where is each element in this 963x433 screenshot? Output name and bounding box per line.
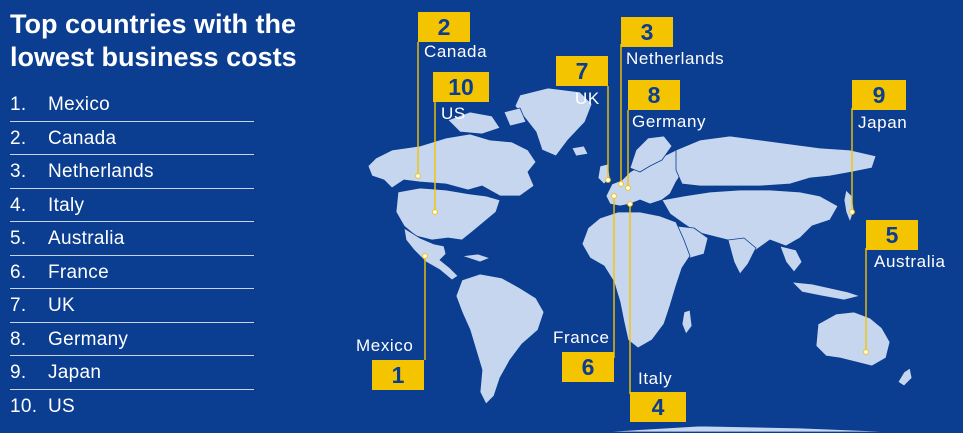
asia-landmass [661, 189, 839, 263]
dot-australia [863, 349, 869, 355]
label-france: France [553, 328, 610, 347]
rank-number: 2. [10, 127, 27, 149]
leader-lines [417, 42, 867, 394]
rank-country: Mexico [48, 94, 110, 116]
caribbean-landmass [461, 253, 491, 263]
badge-france: 6 [562, 352, 614, 382]
label-uk: UK [575, 89, 600, 108]
list-item: 10. US [10, 390, 254, 424]
dot-japan [849, 209, 855, 215]
list-item: 2. Canada [10, 122, 254, 155]
list-item: 4. Italy [10, 189, 254, 222]
australia-landmass [815, 311, 891, 367]
new-zealand-landmass [897, 367, 913, 387]
madagascar-landmass [681, 309, 693, 335]
arctic-island-2-landmass [503, 107, 527, 127]
rank-number: 5. [10, 228, 27, 250]
rank-country: Italy [48, 194, 85, 216]
rank-country: Japan [48, 362, 102, 384]
ranking-list: 1. Mexico 2. Canada 3. Netherlands 4. Italy … [10, 88, 254, 423]
label-us: US [441, 104, 466, 123]
rank-number: 7. [10, 295, 27, 317]
rank-country: France [48, 261, 109, 283]
list-item: 9. Japan [10, 356, 254, 390]
badge-us: 10 [433, 72, 489, 102]
rank-number: 8. [10, 328, 27, 350]
africa-landmass [581, 211, 691, 349]
badge-canada: 2 [418, 12, 470, 42]
antarctica-landmass [599, 425, 901, 433]
rank-number: 6. [10, 261, 27, 283]
iceland-landmass [571, 145, 589, 157]
dot-france [611, 193, 617, 199]
badge-japan: 9 [852, 80, 906, 110]
india-landmass [727, 237, 757, 275]
page-title: Top countries with the lowest business c… [10, 8, 340, 74]
mexico-landmass [403, 227, 459, 281]
dot-netherlands [618, 181, 624, 187]
list-item: 1. Mexico [10, 88, 254, 122]
dot-mexico [422, 253, 428, 259]
canada-landmass [367, 133, 537, 197]
list-item: 7. UK [10, 289, 254, 323]
list-item: 3. Netherlands [10, 155, 254, 189]
title-line-1: Top countries with the [10, 9, 296, 39]
indonesia-landmass [791, 281, 861, 301]
arctic-islands-landmass [447, 111, 501, 135]
list-item: 8. Germany [10, 323, 254, 356]
badge-australia: 5 [866, 220, 918, 250]
south-america-landmass [455, 273, 545, 405]
rank-number: 4. [10, 194, 27, 216]
dot-us [432, 209, 438, 215]
rank-country: Netherlands [48, 161, 154, 183]
label-germany: Germany [632, 112, 707, 131]
dot-uk [605, 177, 611, 183]
label-netherlands: Netherlands [626, 49, 725, 68]
badge-uk: 7 [556, 56, 608, 86]
rank-country: Germany [48, 328, 129, 350]
list-item: 6. France [10, 256, 254, 289]
dot-italy [627, 201, 633, 207]
label-japan: Japan [858, 113, 908, 132]
scandinavia-landmass [629, 135, 673, 173]
rank-country: Australia [48, 228, 125, 250]
rank-country: Canada [48, 127, 117, 149]
rank-country: UK [48, 295, 75, 317]
label-australia: Australia [874, 252, 946, 271]
badge-italy: 4 [630, 392, 686, 422]
usa-landmass [395, 187, 501, 241]
label-mexico: Mexico [356, 336, 414, 355]
badge-mexico: 1 [372, 360, 424, 390]
label-italy: Italy [638, 369, 673, 388]
rank-number: 3. [10, 161, 27, 183]
southeast-asia-landmass [779, 245, 803, 273]
rank-country: US [48, 396, 75, 418]
badge-netherlands: 3 [621, 17, 673, 47]
list-item: 5. Australia [10, 222, 254, 256]
title-line-2: lowest business costs [10, 42, 297, 72]
label-canada: Canada [424, 42, 488, 61]
dot-germany [625, 185, 631, 191]
russia-landmass [675, 135, 877, 187]
dot-canada [415, 173, 421, 179]
badge-germany: 8 [628, 80, 680, 110]
rank-number: 1. [10, 94, 27, 116]
rank-number: 10. [10, 396, 38, 418]
location-dots [415, 173, 869, 355]
rank-number: 9. [10, 362, 27, 384]
